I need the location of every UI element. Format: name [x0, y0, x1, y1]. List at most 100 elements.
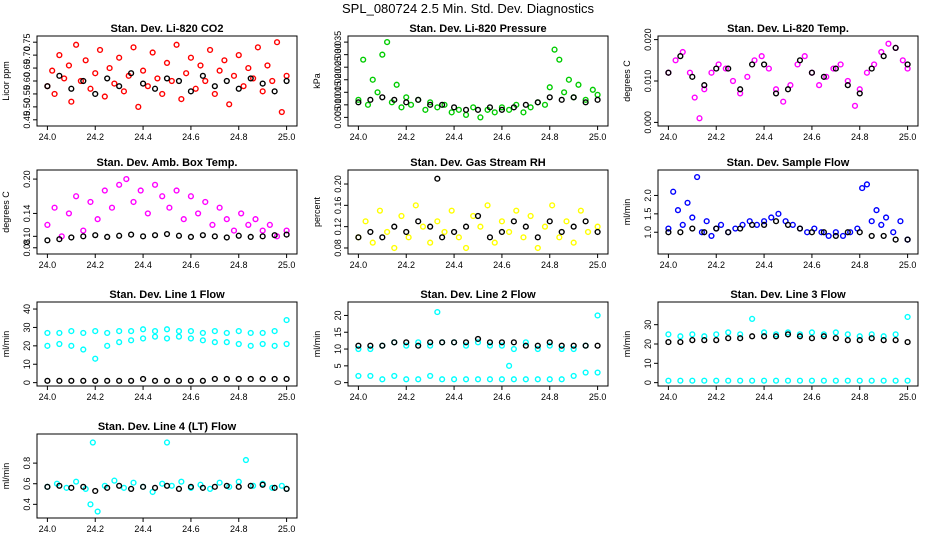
x-tick-label: 24.0 [350, 260, 368, 270]
data-point [403, 228, 410, 236]
data-point [163, 439, 171, 446]
data-point [749, 377, 756, 384]
data-point [677, 229, 684, 236]
data-point [439, 101, 446, 108]
data-point [139, 233, 147, 240]
data-point [434, 218, 441, 225]
data-point [832, 329, 839, 336]
data-point [68, 234, 75, 241]
data-point [235, 232, 242, 239]
data-point [130, 198, 137, 206]
y-tick-label: 5 [333, 363, 343, 368]
data-point [713, 65, 720, 72]
data-point [904, 313, 911, 321]
data-point [474, 376, 482, 383]
data-point [80, 227, 87, 234]
data-point [403, 94, 410, 101]
data-point [123, 175, 130, 183]
data-point [491, 239, 498, 246]
x-tick-label: 24.8 [541, 132, 559, 142]
series-2-5-min [44, 375, 290, 384]
data-point [708, 69, 715, 76]
data-point [434, 175, 441, 182]
data-point [823, 73, 830, 80]
data-point [427, 99, 434, 106]
data-point [355, 345, 362, 353]
data-point [175, 377, 183, 384]
data-point [128, 377, 135, 384]
data-point [223, 375, 230, 383]
x-tick-label: 24.4 [755, 392, 773, 402]
data-point [367, 228, 374, 236]
data-point [868, 335, 875, 342]
data-point [283, 340, 290, 348]
data-point [427, 339, 434, 346]
y-tick-label: 1.0 [643, 226, 653, 239]
data-point [128, 231, 135, 238]
data-point [51, 90, 58, 98]
data-point [376, 207, 384, 214]
data-point [796, 225, 804, 232]
data-point [570, 239, 577, 246]
data-point [369, 76, 376, 83]
x-tick-label: 24.4 [445, 132, 463, 142]
data-point [159, 90, 166, 98]
data-point [173, 187, 180, 194]
y-tick-label: 0.12 [333, 218, 343, 236]
series-upper-band [44, 316, 290, 337]
data-point [737, 377, 744, 384]
data-point [498, 342, 506, 349]
data-point [491, 109, 498, 116]
data-point [197, 62, 204, 69]
data-point [737, 331, 744, 338]
x-tick-label: 25.0 [278, 260, 296, 270]
data-point [238, 210, 245, 217]
data-point [665, 229, 672, 236]
data-point [68, 98, 75, 105]
data-point [474, 212, 482, 220]
data-point [450, 228, 458, 236]
y-axis-label: ml/min [1, 331, 11, 358]
y-tick-label: 2.0 [643, 189, 653, 202]
data-point [56, 329, 63, 337]
y-tick-label: 15 [333, 327, 343, 337]
data-point [49, 67, 56, 74]
data-point [856, 337, 863, 344]
data-point [868, 218, 875, 225]
plot-title: Stan. Dev. Line 3 Flow [730, 289, 846, 301]
x-tick-label: 24.2 [397, 260, 415, 270]
x-tick-label: 24.4 [755, 132, 773, 142]
data-point [151, 377, 159, 384]
y-tick-label: 0.20 [333, 175, 343, 193]
data-point [589, 86, 596, 93]
data-point [546, 376, 553, 383]
data-point [897, 218, 904, 225]
x-tick-label: 24.8 [851, 132, 869, 142]
data-point [462, 244, 470, 252]
x-tick-label: 24.0 [350, 132, 368, 142]
data-point [775, 210, 782, 217]
data-point [558, 96, 565, 103]
data-point [808, 335, 816, 342]
data-point [534, 376, 541, 383]
data-point [128, 70, 135, 77]
data-point [873, 207, 880, 214]
data-point [120, 88, 128, 95]
data-point [689, 337, 696, 344]
data-point [808, 377, 816, 384]
data-point [211, 339, 218, 346]
x-tick-label: 24.6 [182, 260, 200, 270]
y-axis-label: kPa [312, 73, 322, 89]
data-point [163, 326, 171, 333]
data-point [259, 329, 266, 337]
data-point [139, 335, 147, 342]
data-point [403, 342, 410, 349]
data-point [163, 335, 171, 342]
data-point [101, 93, 108, 100]
data-point [701, 337, 708, 344]
data-point [880, 337, 887, 344]
data-point [882, 214, 890, 221]
data-point [80, 377, 87, 384]
data-point [689, 73, 696, 80]
data-point [137, 187, 144, 194]
